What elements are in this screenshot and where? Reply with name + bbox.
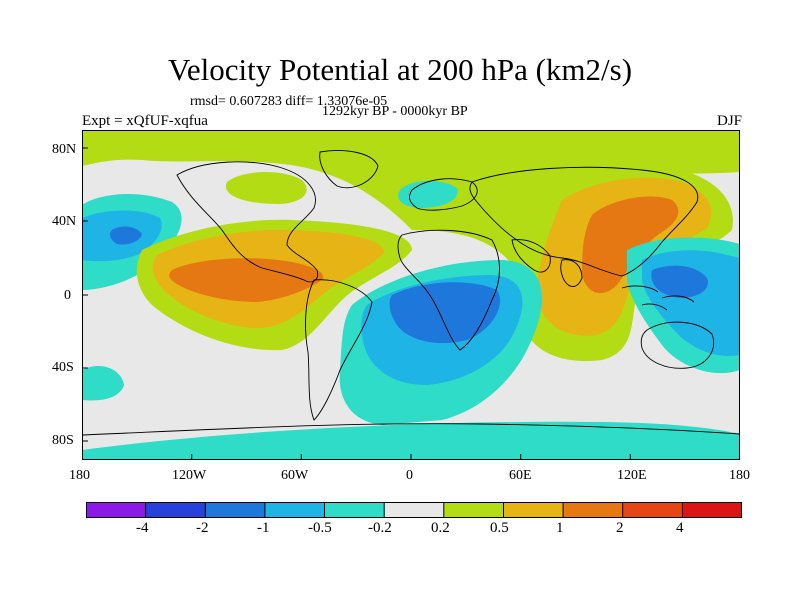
colorbar-swatch-6 bbox=[384, 502, 444, 518]
experiment-label: Expt = xQfUF-xqfua bbox=[82, 113, 208, 129]
lat-label-40n: 40N bbox=[52, 214, 77, 229]
lon-label-180-east: 180 bbox=[729, 468, 750, 483]
season-label: DJF bbox=[716, 113, 742, 129]
lon-label-120e: 120E bbox=[617, 468, 647, 483]
lon-label-0: 0 bbox=[406, 468, 413, 483]
lat-label-80s: 80S bbox=[52, 433, 74, 448]
velocity-potential-map bbox=[82, 130, 740, 460]
colorbar-swatch-1 bbox=[86, 502, 146, 518]
colorbar-swatch-5 bbox=[324, 502, 385, 518]
stats-line: rmsd= 0.607283 diff= 1.33076e-05 bbox=[190, 94, 388, 109]
southern-negative-core bbox=[389, 282, 501, 344]
period-label: 1292kyr BP - 0000kyr BP bbox=[322, 104, 468, 119]
colorbar-label: -1 bbox=[257, 520, 270, 536]
americas-positive-core bbox=[169, 258, 324, 302]
colorbar-swatch-4 bbox=[264, 502, 325, 518]
colorbar-swatch-8 bbox=[503, 502, 564, 518]
west-pacific-negative-core bbox=[651, 265, 708, 298]
lat-label-80n: 80N bbox=[52, 142, 77, 157]
southern-negative-band bbox=[82, 421, 740, 460]
lat-label-40s: 40S bbox=[52, 360, 74, 375]
europe-negative-patch bbox=[398, 180, 458, 208]
colorbar-swatch-3 bbox=[205, 502, 265, 518]
colorbar-swatch-11 bbox=[682, 502, 742, 518]
pacific-negative-west-edge bbox=[82, 365, 124, 401]
axis-ticks bbox=[82, 147, 740, 460]
north-america-positive bbox=[225, 171, 307, 204]
colorbar-label: 1 bbox=[556, 520, 564, 536]
colorbar-swatch-7 bbox=[443, 502, 504, 518]
colorbar-label: -4 bbox=[136, 520, 149, 536]
lon-label-120w: 120W bbox=[172, 468, 207, 483]
colorbar bbox=[86, 502, 742, 518]
colorbar-label: -2 bbox=[196, 520, 209, 536]
lon-label-60w: 60W bbox=[281, 468, 309, 483]
asia-positive-core bbox=[582, 196, 679, 294]
lat-label-0: 0 bbox=[64, 288, 71, 303]
colorbar-label: 0.2 bbox=[431, 520, 450, 536]
east-pacific-negative-core bbox=[109, 226, 142, 245]
colorbar-label: 4 bbox=[676, 520, 684, 536]
colorbar-label: -0.5 bbox=[308, 520, 332, 536]
colorbar-label: 2 bbox=[616, 520, 624, 536]
lon-label-60e: 60E bbox=[509, 468, 532, 483]
map-title: Velocity Potential at 200 hPa (km2/s) bbox=[167, 52, 633, 87]
colorbar-swatch-9 bbox=[563, 502, 623, 518]
lon-label-180-west: 180 bbox=[69, 468, 90, 483]
colorbar-swatch-2 bbox=[145, 502, 206, 518]
colorbar-label: -0.2 bbox=[368, 520, 392, 536]
coastlines bbox=[82, 150, 740, 436]
colorbar-label: 0.5 bbox=[490, 520, 509, 536]
colorbar-swatch-10 bbox=[622, 502, 683, 518]
